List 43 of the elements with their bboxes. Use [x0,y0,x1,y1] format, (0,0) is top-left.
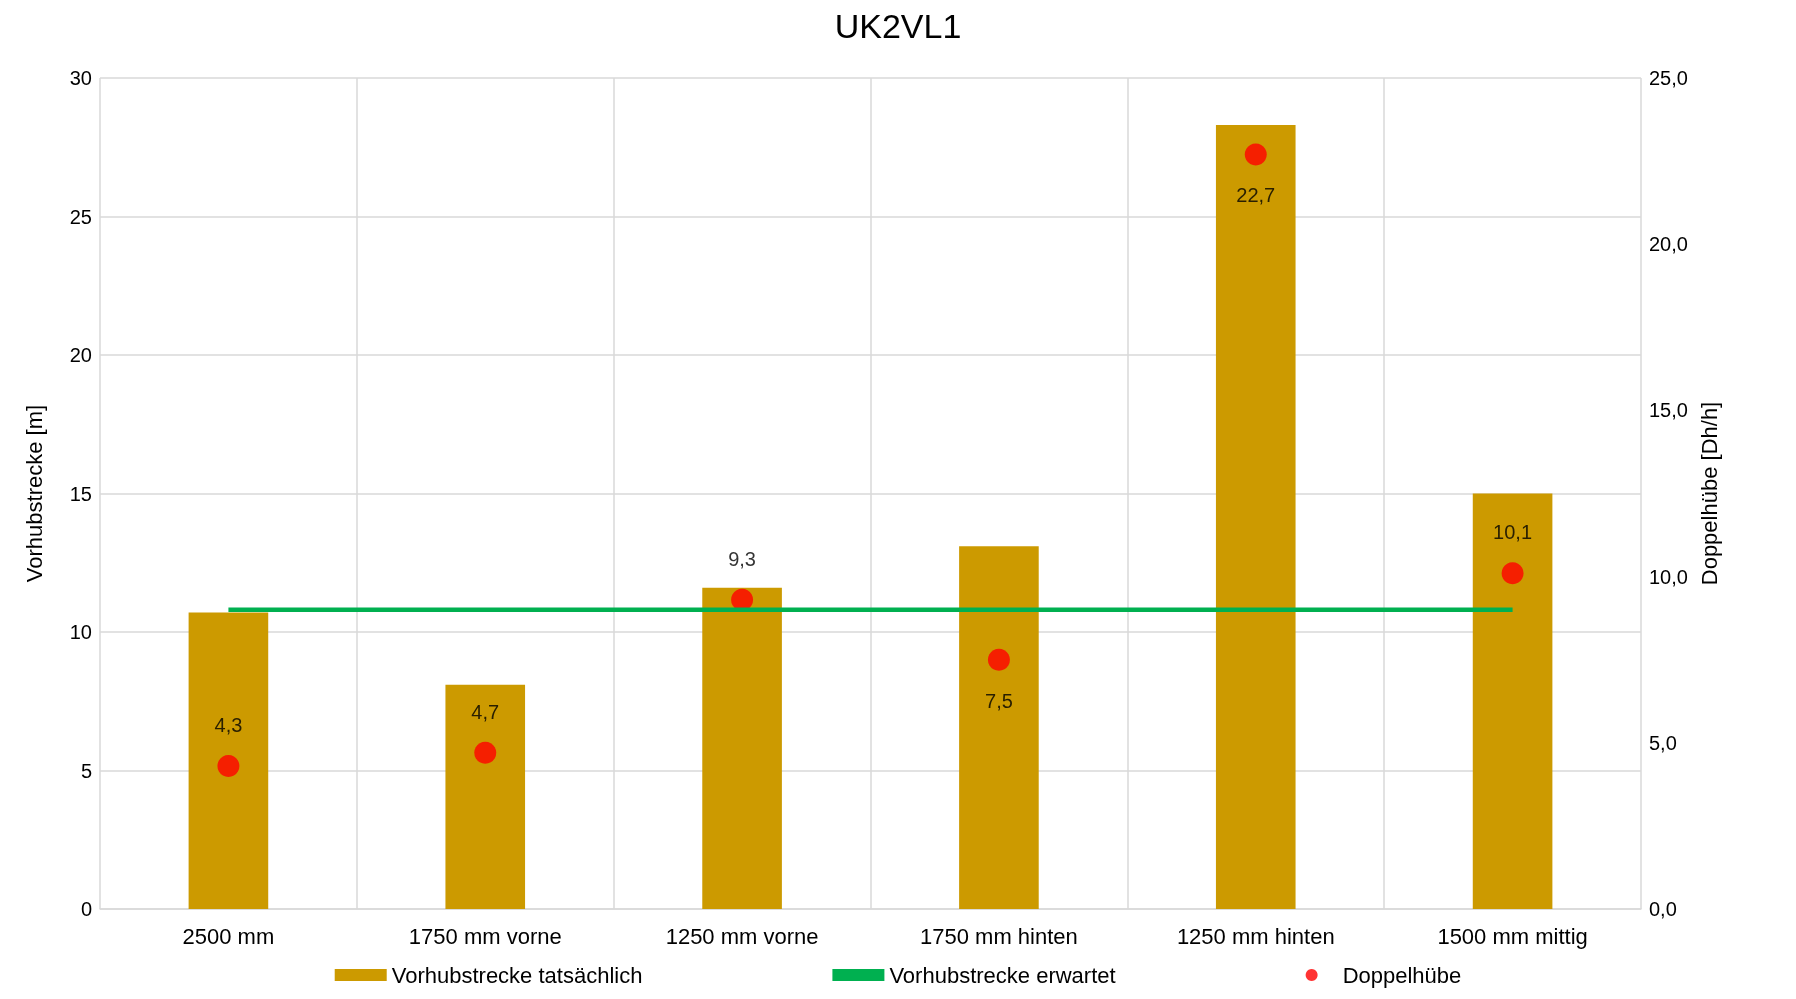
y2-tick-label: 5,0 [1649,731,1677,754]
y2-tick-label: 0,0 [1649,898,1677,920]
x-tick-label: 2500 mm [182,923,275,949]
y2-axis-title: Doppelhübe [Dh/h] [1697,401,1723,586]
data-label: 9,3 [728,547,756,570]
legend-label: Vorhubstrecke erwartet [889,962,1116,988]
x-tick-label: 1250 mm hinten [1176,923,1335,949]
point [987,648,1010,671]
legend-label: Doppelhübe [1342,962,1462,988]
y2-tick-label: 20,0 [1649,233,1688,256]
y-tick-label: 0 [80,898,92,920]
point [1501,562,1524,585]
data-label: 7,5 [985,689,1013,712]
x-tick-label: 1500 mm mittig [1437,923,1588,949]
y2-tick-label: 10,0 [1649,565,1688,588]
bar [188,612,269,909]
y-tick-label: 30 [69,67,92,89]
bar [445,684,526,909]
point [217,755,240,778]
legend-label: Vorhubstrecke tatsächlich [391,962,643,988]
y-tick-label: 5 [80,759,92,782]
bar [1215,125,1296,909]
x-tick-label: 1750 mm hinten [920,923,1078,949]
bar [1472,493,1553,909]
point [731,588,754,611]
point [474,741,497,764]
data-label: 22,7 [1236,184,1276,207]
y-tick-label: 10 [69,621,92,643]
bar [702,587,782,909]
y-tick-label: 25 [69,205,92,228]
data-label: 10,1 [1493,521,1533,544]
bar [959,546,1039,909]
y-axis-title: Vorhubstrecke [m] [21,404,47,583]
x-tick-label: 1750 mm vorne [408,923,562,949]
x-tick-label: 1250 mm vorne [665,923,819,949]
y2-tick-label: 25,0 [1649,67,1688,89]
chart-title: UK2VL1 [834,7,962,45]
y2-tick-label: 15,0 [1649,399,1688,422]
y-tick-label: 15 [69,482,92,505]
data-label: 4,3 [214,714,243,737]
data-label: 4,7 [471,700,500,723]
point [1244,143,1267,166]
y-tick-label: 20 [69,344,92,366]
